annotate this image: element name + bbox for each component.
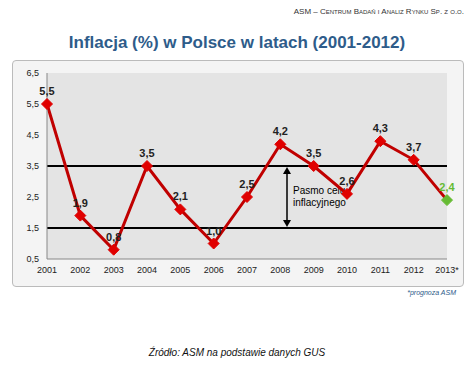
svg-text:2002: 2002 (70, 265, 90, 275)
svg-text:3,5: 3,5 (26, 161, 39, 171)
svg-text:2007: 2007 (237, 265, 257, 275)
svg-text:5,5: 5,5 (26, 99, 39, 109)
svg-text:2008: 2008 (270, 265, 290, 275)
svg-text:3,7: 3,7 (406, 141, 421, 153)
svg-text:4,2: 4,2 (273, 125, 288, 137)
html-text:Źródło: ASM na podstawie danyc: Źródło: ASM na podstawie danych GUS (148, 347, 326, 358)
svg-text:1,0: 1,0 (206, 225, 221, 237)
svg-text:0,8: 0,8 (106, 231, 121, 243)
svg-text:1,9: 1,9 (73, 197, 88, 209)
svg-text:2,1: 2,1 (173, 190, 188, 202)
html-text:Inflacja (%) w Polsce w latach: Inflacja (%) w Polsce w latach (2001-201… (68, 33, 406, 52)
html-text:ASM – Centrum Badań i Analiz R: ASM – Centrum Badań i Analiz Rynku Sp. z… (293, 7, 464, 16)
svg-text:2012: 2012 (404, 265, 424, 275)
svg-text:1,5: 1,5 (26, 223, 39, 233)
svg-text:2,4: 2,4 (439, 181, 455, 193)
svg-text:2001: 2001 (37, 265, 57, 275)
svg-text:Pasmo celu: Pasmo celu (293, 185, 346, 196)
svg-text:inflacyjnego: inflacyjnego (293, 197, 346, 208)
svg-text:2,5: 2,5 (26, 192, 39, 202)
svg-text:2004: 2004 (137, 265, 157, 275)
svg-text:0,5: 0,5 (26, 254, 39, 264)
html-text:*prognoza ASM: *prognoza ASM (407, 289, 456, 296)
svg-text:3,5: 3,5 (139, 147, 154, 159)
svg-text:2013*: 2013* (435, 265, 459, 275)
svg-text:4,3: 4,3 (373, 122, 388, 134)
svg-text:2003: 2003 (104, 265, 124, 275)
svg-text:2009: 2009 (304, 265, 324, 275)
svg-text:2006: 2006 (204, 265, 224, 275)
svg-text:2,5: 2,5 (239, 178, 254, 190)
svg-text:2011: 2011 (371, 265, 390, 275)
svg-text:2,6: 2,6 (339, 175, 354, 187)
svg-text:2010: 2010 (337, 265, 357, 275)
svg-text:2005: 2005 (170, 265, 190, 275)
svg-text:5,5: 5,5 (39, 85, 54, 97)
svg-text:3,5: 3,5 (306, 147, 321, 159)
svg-text:6,5: 6,5 (26, 68, 39, 78)
svg-text:4,5: 4,5 (26, 130, 39, 140)
